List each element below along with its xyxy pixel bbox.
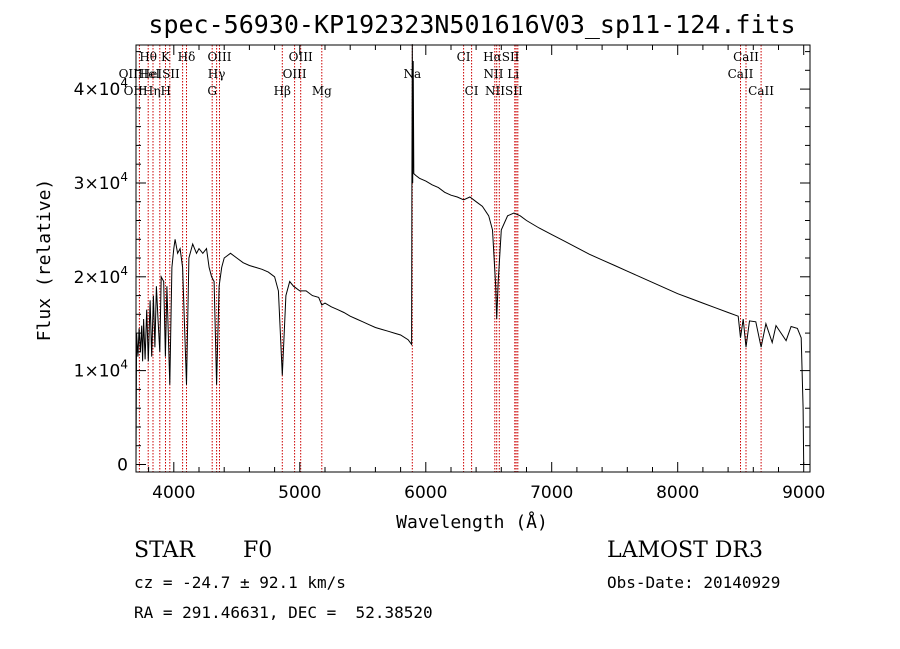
line-label: Hβ — [274, 84, 291, 98]
line-label: OIIHeI — [119, 67, 161, 81]
x-tick-label: 4000 — [152, 483, 195, 503]
line-label: CI — [457, 50, 471, 64]
y-tick-label: 3×104 — [74, 170, 128, 194]
object-subclass: F0 — [243, 538, 273, 563]
line-label: Hγ — [208, 67, 226, 81]
line-label: Mg — [312, 84, 332, 98]
redshift-text: cz = -24.7 ± 92.1 km/s — [134, 573, 346, 592]
line-label: CaII — [733, 50, 759, 64]
line-label: CaII — [748, 84, 774, 98]
emission-line-markers — [138, 45, 762, 472]
x-axis-ticks: 4000 5000 6000 7000 8000 9000 — [148, 45, 825, 503]
line-label: OIII — [207, 50, 231, 64]
obs-date-text: Obs-Date: 20140929 — [607, 573, 781, 592]
line-label: HeISII — [140, 67, 180, 81]
survey-name: LAMOST DR3 — [607, 538, 763, 563]
object-class: STAR — [134, 538, 195, 563]
y-axis-ticks: 0 1×104 2×104 3×104 4×104 — [74, 51, 810, 476]
y-axis-label: Flux (relative) — [34, 179, 55, 342]
x-tick-label: 8000 — [656, 483, 699, 503]
line-label: G — [207, 84, 217, 98]
y-tick-label: 1×104 — [74, 358, 128, 382]
line-label: OIIHηH — [124, 84, 171, 98]
x-tick-label: 6000 — [404, 483, 447, 503]
line-label: Hδ — [178, 50, 196, 64]
coordinates-text: RA = 291.46631, DEC = 52.38520 — [134, 603, 433, 622]
x-tick-label: 7000 — [530, 483, 573, 503]
x-tick-label: 9000 — [782, 483, 825, 503]
y-tick-label: 4×104 — [74, 76, 128, 100]
line-label: OIII — [289, 50, 313, 64]
line-label: Hθ — [139, 50, 157, 64]
y-tick-label: 0 — [117, 456, 128, 476]
line-label: NIISII — [485, 84, 523, 98]
line-label: CaII — [728, 67, 754, 81]
line-label: HαSII — [483, 50, 520, 64]
x-axis-label: Wavelength (Å) — [396, 511, 548, 533]
line-label: OIII — [283, 67, 307, 81]
x-tick-label: 5000 — [278, 483, 321, 503]
y-tick-label: 2×104 — [74, 264, 128, 288]
line-label: CI — [465, 84, 479, 98]
chart-title: spec-56930-KP192323N501616V03_sp11-124.f… — [148, 10, 795, 39]
spectrum-line — [135, 44, 805, 465]
line-label: K — [161, 50, 171, 64]
line-label: NII Li — [483, 67, 519, 81]
